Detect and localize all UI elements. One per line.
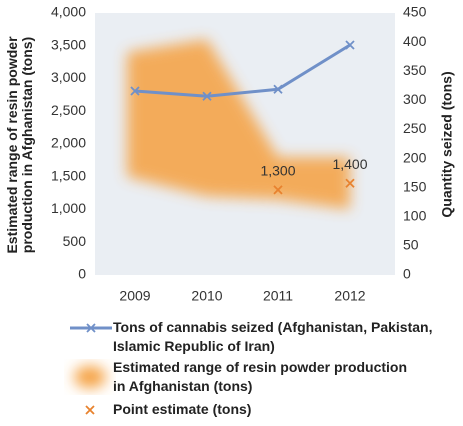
point-estimate [273,185,283,195]
legend-swatch [74,366,106,388]
y2-tick-label: 50 [403,237,419,253]
y-tick-label: 0 [78,266,86,282]
y2-tick-label: 250 [403,120,427,136]
y-tick-label: 2,000 [51,135,86,151]
legend-label: Tons of cannabis seized (Afghanistan, Pa… [113,319,433,354]
legend-label: Estimated range of resin powder producti… [113,359,408,394]
line-marker [130,86,140,96]
y-tick-label: 3,500 [51,36,86,52]
x-tick-label: 2011 [263,288,293,304]
y2-tick-label: 100 [403,207,427,223]
line-marker [273,84,283,94]
data-label: 1,300 [260,163,295,179]
y2-axis-label: Quantity seized (tons) [438,71,455,218]
y2-tick-label: 0 [403,266,411,282]
legend-marker [85,405,95,415]
y-tick-label: 3,000 [51,69,86,85]
y-tick-label: 1,500 [51,167,86,183]
point-estimate [345,178,355,188]
y2-tick-label: 200 [403,149,427,165]
y2-tick-label: 150 [403,178,427,194]
line-marker [345,40,355,50]
x-tick-label: 2009 [119,288,150,304]
x-tick-label: 2012 [334,288,365,304]
x-tick-label: 2010 [191,288,222,304]
y2-tick-label: 300 [403,91,427,107]
y2-tick-label: 400 [403,33,427,49]
y-tick-label: 2,500 [51,102,86,118]
y2-tick-label: 450 [403,4,427,20]
y-axis-label: Estimated range of resin powder producti… [4,36,35,254]
legend-label: Point estimate (tons) [113,401,252,417]
series-line [134,43,351,98]
y2-tick-label: 350 [403,62,427,78]
y-tick-label: 1,000 [51,200,86,216]
y-tick-label: 500 [63,233,87,249]
y-tick-label: 4,000 [51,4,86,20]
range-area [127,39,350,210]
legend-marker [86,323,96,333]
data-label: 1,400 [332,156,367,172]
line-marker [202,91,212,101]
